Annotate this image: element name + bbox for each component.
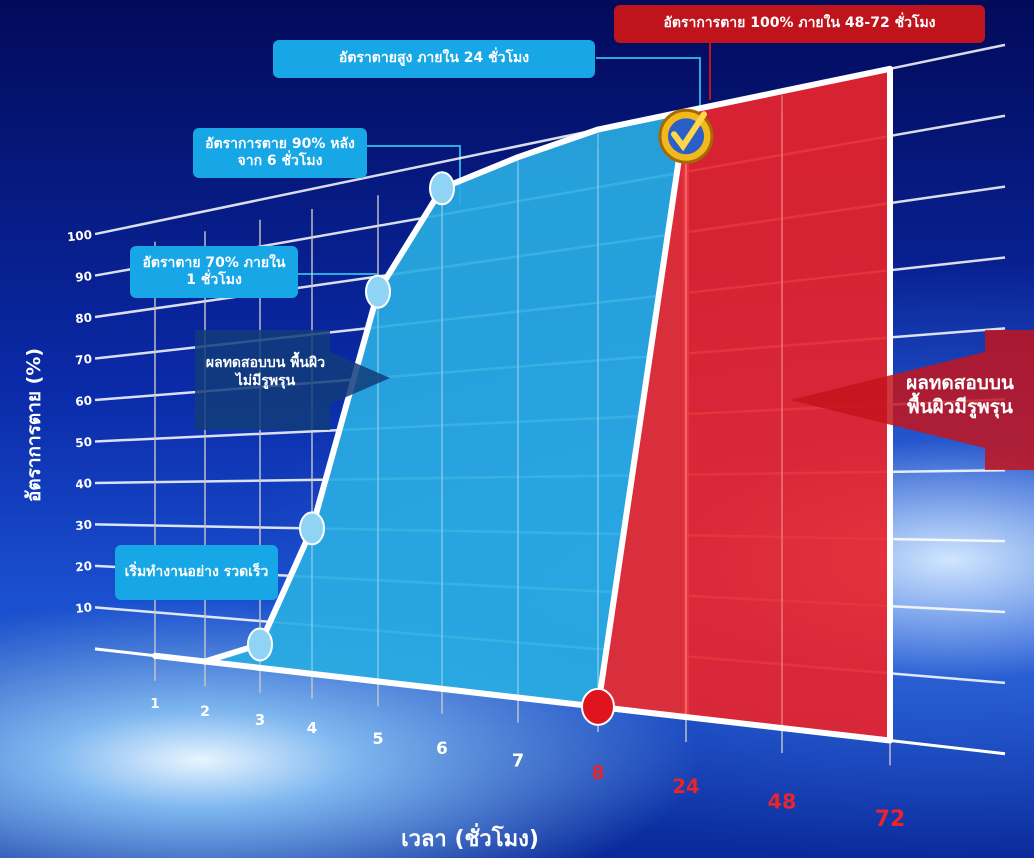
annotation: อัตราการตาย 100% ภายใน 48-72 ชั่วโมง (614, 5, 985, 43)
y-tick-label: 10 (75, 600, 93, 616)
y-tick-label: 30 (75, 517, 93, 533)
x-axis-label: เวลา (ชั่วโมง) (401, 822, 539, 852)
x-tick-label: 7 (512, 751, 524, 771)
point (365, 274, 391, 309)
point (429, 171, 455, 206)
x-tick-label: 48 (768, 790, 797, 814)
area (595, 65, 893, 744)
y-tick-label: 20 (75, 559, 93, 575)
y-axis-label: อัตราการตาย (%) (23, 348, 45, 502)
badge (658, 108, 714, 164)
x-tick-label: 6 (436, 738, 448, 758)
legend-arrow (790, 330, 1034, 470)
connector (298, 273, 377, 315)
annotation: อัตราตาย 70% ภายใน 1 ชั่วโมง (130, 246, 298, 298)
point (299, 511, 325, 546)
legend-label: ผลทดสอบบน พื้นผิวมีรูพรุน (906, 372, 1014, 418)
y-tick-label: 90 (75, 269, 93, 285)
x-tick-label: 5 (372, 729, 383, 748)
y-tick-label: 50 (75, 435, 93, 451)
x-tick-label: 8 (592, 763, 605, 784)
x-tick-label: 3 (255, 712, 265, 729)
badge-check (671, 111, 707, 152)
y-tick-label: 60 (75, 393, 93, 409)
y-tick-label: 40 (75, 476, 93, 492)
legend-label: ผลทดสอบบน พื้นผิวไม่มีรูพรุน (205, 355, 326, 389)
point (581, 687, 615, 726)
point (247, 627, 273, 662)
annotation: อัตราตายสูง ภายใน 24 ชั่วโมง (273, 40, 595, 78)
x-tick-label: 1 (150, 696, 159, 712)
x-tick-label: 72 (875, 807, 905, 832)
connector (596, 57, 701, 110)
y-tick-label: 70 (75, 352, 93, 368)
y-tick-label: 100 (66, 228, 92, 245)
annotation: เริ่มทำงานอย่าง รวดเร็ว (115, 545, 278, 600)
x-tick-label: 2 (200, 704, 210, 720)
legend-arrow (195, 330, 390, 430)
x-tick-label: 4 (307, 719, 318, 737)
y-tick-label: 80 (75, 311, 93, 327)
annotation: อัตราการตาย 90% หลัง จาก 6 ชั่วโมง (193, 128, 367, 178)
x-tick-label: 24 (672, 775, 699, 798)
